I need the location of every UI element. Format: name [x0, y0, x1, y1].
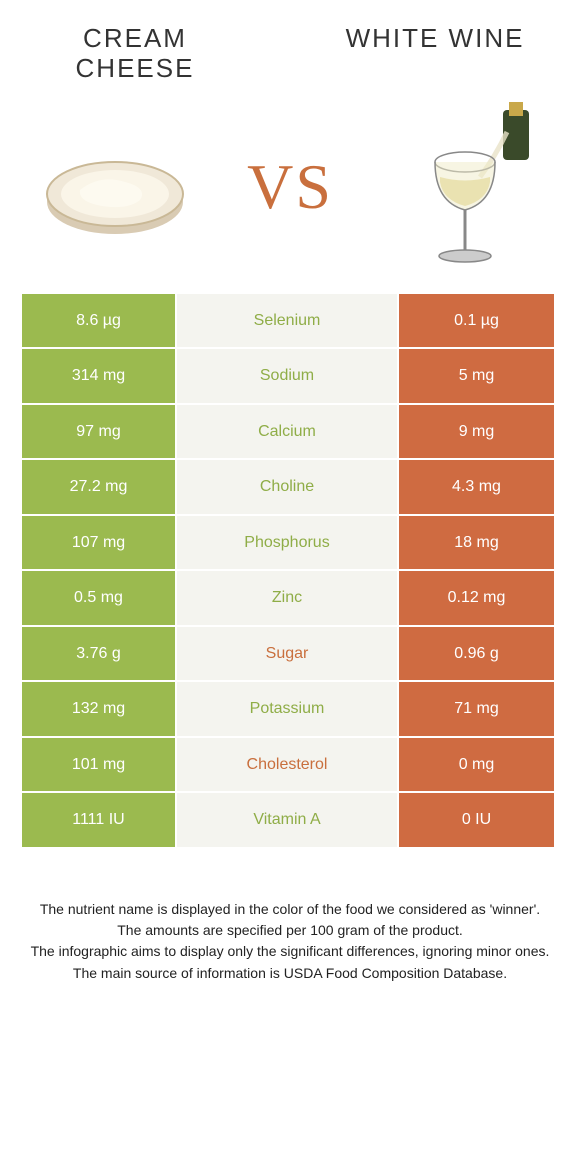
right-value: 0.1 µg [399, 294, 554, 348]
left-value: 3.76 g [22, 627, 177, 681]
nutrient-label: Sugar [177, 627, 399, 681]
nutrient-label: Potassium [177, 682, 399, 736]
table-row: 8.6 µgSelenium0.1 µg [22, 294, 558, 350]
left-value: 1111 IU [22, 793, 177, 847]
left-value: 27.2 mg [22, 460, 177, 514]
footer-notes: The nutrient name is displayed in the co… [30, 899, 550, 983]
right-value: 71 mg [399, 682, 554, 736]
nutrient-label: Calcium [177, 405, 399, 459]
left-value: 314 mg [22, 349, 177, 403]
nutrient-label: Phosphorus [177, 516, 399, 570]
left-value: 132 mg [22, 682, 177, 736]
nutrient-label: Zinc [177, 571, 399, 625]
left-value: 101 mg [22, 738, 177, 792]
right-value: 0.12 mg [399, 571, 554, 625]
right-value: 18 mg [399, 516, 554, 570]
nutrient-label: Vitamin A [177, 793, 399, 847]
right-food-title: WHITE WINE [335, 24, 535, 84]
left-value: 97 mg [22, 405, 177, 459]
right-value: 0 IU [399, 793, 554, 847]
right-value: 0 mg [399, 738, 554, 792]
table-row: 132 mgPotassium71 mg [22, 682, 558, 738]
footer-line: The infographic aims to display only the… [30, 941, 550, 961]
header: CREAM CHEESE WHITE WINE [0, 0, 580, 94]
table-row: 314 mgSodium5 mg [22, 349, 558, 405]
left-value: 0.5 mg [22, 571, 177, 625]
right-value: 0.96 g [399, 627, 554, 681]
footer-line: The main source of information is USDA F… [30, 963, 550, 983]
left-food-title: CREAM CHEESE [45, 24, 225, 84]
nutrient-label: Selenium [177, 294, 399, 348]
table-row: 0.5 mgZinc0.12 mg [22, 571, 558, 627]
left-value: 107 mg [22, 516, 177, 570]
nutrient-label: Sodium [177, 349, 399, 403]
nutrient-label: Choline [177, 460, 399, 514]
table-row: 1111 IUVitamin A0 IU [22, 793, 558, 849]
table-row: 101 mgCholesterol0 mg [22, 738, 558, 794]
table-row: 27.2 mgCholine4.3 mg [22, 460, 558, 516]
table-row: 107 mgPhosphorus18 mg [22, 516, 558, 572]
table-row: 97 mgCalcium9 mg [22, 405, 558, 461]
nutrient-label: Cholesterol [177, 738, 399, 792]
white-wine-icon [390, 112, 540, 262]
nutrition-table: 8.6 µgSelenium0.1 µg314 mgSodium5 mg97 m… [22, 294, 558, 849]
left-value: 8.6 µg [22, 294, 177, 348]
right-value: 4.3 mg [399, 460, 554, 514]
images-row: VS [0, 94, 580, 294]
footer-line: The amounts are specified per 100 gram o… [30, 920, 550, 940]
cream-cheese-icon [40, 112, 190, 262]
vs-label: VS [247, 150, 333, 224]
footer-line: The nutrient name is displayed in the co… [30, 899, 550, 919]
right-value: 9 mg [399, 405, 554, 459]
table-row: 3.76 gSugar0.96 g [22, 627, 558, 683]
right-value: 5 mg [399, 349, 554, 403]
